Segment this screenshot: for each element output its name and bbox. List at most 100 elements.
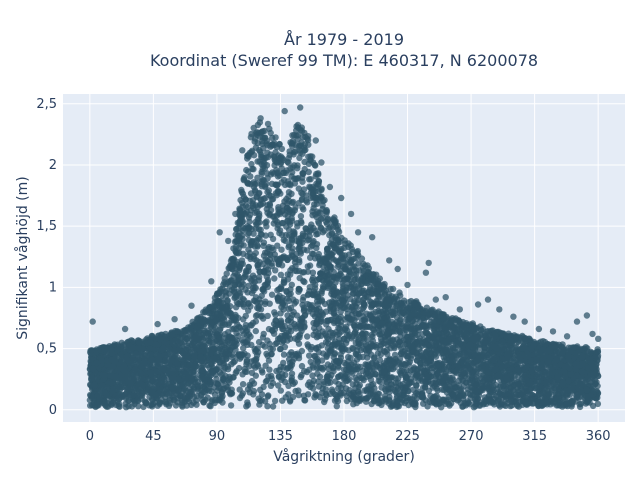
data-point <box>129 374 136 382</box>
data-point <box>362 279 369 287</box>
data-point <box>431 393 438 400</box>
data-point <box>277 271 285 278</box>
data-point <box>304 333 311 340</box>
data-points <box>86 104 602 411</box>
data-point <box>313 244 320 252</box>
data-point <box>172 402 180 409</box>
data-point <box>230 359 237 366</box>
data-point <box>294 223 301 230</box>
data-point <box>365 363 372 370</box>
data-point <box>228 277 235 284</box>
data-point <box>237 293 244 300</box>
data-point <box>291 300 298 307</box>
data-point <box>333 403 340 410</box>
data-point <box>375 373 382 381</box>
data-point <box>463 331 470 338</box>
data-point <box>301 306 308 313</box>
data-point <box>232 304 240 311</box>
data-point <box>299 133 306 141</box>
data-point <box>288 281 295 288</box>
data-point <box>268 291 276 298</box>
data-point <box>259 369 266 376</box>
data-point <box>312 173 319 180</box>
data-point <box>594 348 602 355</box>
data-point <box>335 385 342 392</box>
data-point <box>298 362 306 370</box>
data-point <box>264 312 271 320</box>
data-point <box>246 249 254 257</box>
data-point <box>266 300 273 307</box>
data-point <box>321 396 329 403</box>
data-point <box>266 340 273 348</box>
data-point <box>276 141 283 148</box>
data-point <box>259 165 266 173</box>
data-point <box>275 382 282 389</box>
data-point <box>279 397 286 404</box>
data-point <box>278 246 285 253</box>
data-point <box>129 337 136 345</box>
data-point <box>439 360 446 368</box>
data-point <box>315 378 322 385</box>
data-point <box>304 268 312 275</box>
data-point <box>355 290 363 297</box>
data-point <box>508 392 515 400</box>
data-point <box>313 310 320 318</box>
data-point <box>398 345 405 352</box>
data-point <box>464 389 471 397</box>
data-point <box>238 257 246 264</box>
data-point <box>266 125 273 132</box>
data-point <box>239 381 247 388</box>
data-point <box>310 224 317 232</box>
data-point <box>306 379 313 386</box>
data-point <box>312 391 319 398</box>
data-point <box>223 270 230 277</box>
data-point <box>242 286 249 293</box>
data-point <box>292 323 299 330</box>
data-point <box>254 158 261 165</box>
data-point <box>260 330 267 338</box>
data-point <box>251 297 259 305</box>
data-point <box>241 174 248 181</box>
data-point <box>372 308 379 316</box>
data-point <box>282 169 290 177</box>
data-point <box>296 274 303 282</box>
data-point <box>280 364 287 371</box>
data-point <box>307 153 314 160</box>
chart-title-line2: Koordinat (Sweref 99 TM): E 460317, N 62… <box>150 51 538 70</box>
data-point <box>250 387 258 395</box>
data-point <box>330 268 337 276</box>
data-point <box>274 242 281 249</box>
data-point <box>305 236 312 243</box>
data-point <box>269 403 277 410</box>
data-point <box>240 339 247 346</box>
data-point <box>271 255 278 262</box>
data-point <box>594 400 602 408</box>
data-point <box>219 319 226 326</box>
data-point <box>288 377 295 384</box>
data-point <box>306 284 313 291</box>
data-point <box>88 356 96 363</box>
data-point <box>414 388 422 395</box>
data-point <box>178 402 186 409</box>
data-point <box>367 376 375 383</box>
data-point <box>252 357 260 364</box>
data-point <box>250 166 257 173</box>
data-point <box>443 329 450 337</box>
data-point <box>272 267 279 274</box>
data-point <box>287 397 294 404</box>
data-point <box>135 403 142 410</box>
data-point <box>236 220 243 227</box>
data-point <box>306 352 313 359</box>
data-point <box>255 273 263 281</box>
data-point <box>128 403 136 410</box>
data-point <box>361 316 369 323</box>
data-point <box>285 382 292 389</box>
data-point <box>277 387 284 394</box>
data-point <box>232 369 239 377</box>
data-point <box>365 383 372 390</box>
data-point <box>262 362 269 369</box>
data-point <box>299 178 306 185</box>
data-point <box>268 244 276 251</box>
data-point <box>299 170 307 177</box>
